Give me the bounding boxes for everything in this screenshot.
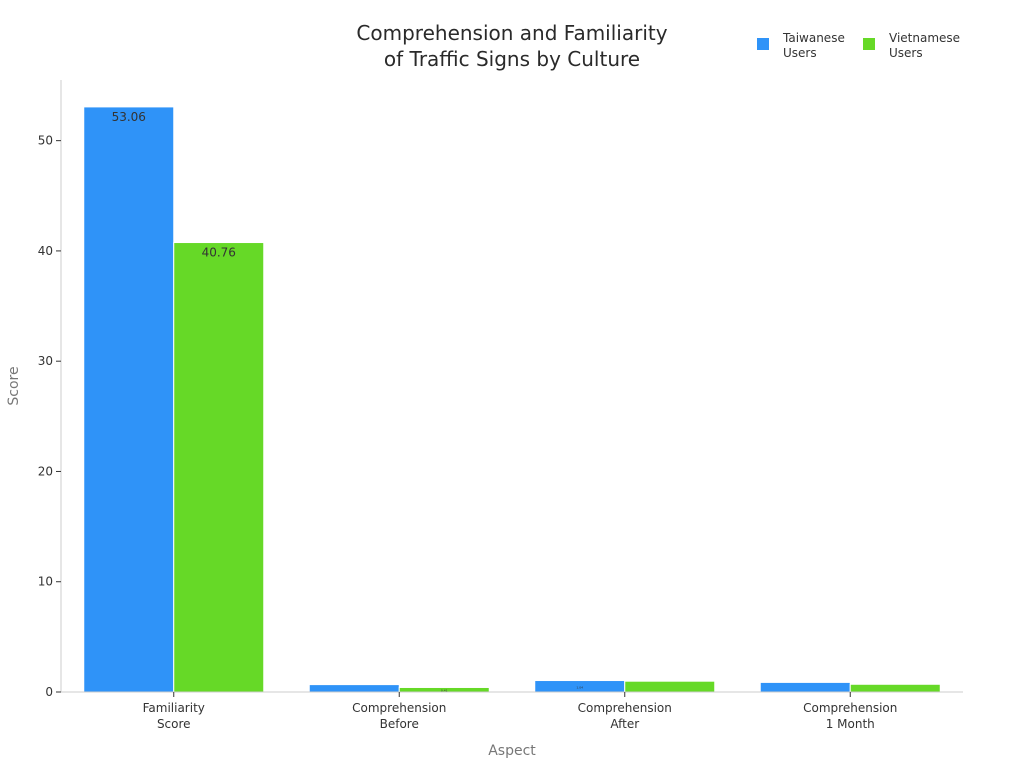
bar-value-label-1-1: 53.06 <box>112 110 146 124</box>
x-tick-label-4: Comprehension 1 Month <box>803 701 897 731</box>
y-tick-label-3: 20 <box>38 464 53 478</box>
legend-label-1-line-1: Taiwanese <box>782 31 845 45</box>
x-tick-label-3-line-2: After <box>610 717 639 731</box>
y-tick-label-6: 50 <box>38 134 53 148</box>
x-tick-label-1-line-2: Score <box>157 717 191 731</box>
y-tick-label-4: 30 <box>38 354 53 368</box>
legend-item-1: Taiwanese Users <box>757 31 845 60</box>
legend-label-1: Taiwanese Users <box>782 31 845 60</box>
bar-1-1 <box>83 106 175 693</box>
x-tick-label-4-line-2: 1 Month <box>826 717 875 731</box>
bar-value-label-1-3: 1.04 <box>576 685 583 689</box>
legend-label-2: Vietnamese Users <box>889 31 960 60</box>
legend-swatch-1 <box>757 38 769 50</box>
bar-1-4 <box>759 681 851 693</box>
bar-2-4 <box>849 683 941 693</box>
x-tick-label-2-line-2: Before <box>380 717 419 731</box>
legend-label-2-line-1: Vietnamese <box>889 31 960 45</box>
bar-1-2 <box>308 684 400 693</box>
bar-2-1 <box>173 242 265 693</box>
legend-swatch-2 <box>863 38 875 50</box>
x-tick-label-2-line-1: Comprehension <box>352 701 446 715</box>
legend-label-2-line-2: Users <box>889 46 923 60</box>
axes: 0 10 20 30 40 50 Familiarity Score Comprehension… <box>38 80 963 731</box>
chart-title-line-1: Comprehension and Familiarity <box>356 21 667 45</box>
y-tick-label-5: 40 <box>38 244 53 258</box>
y-tick-label-1: 0 <box>45 685 53 699</box>
chart-title: Comprehension and Familiarity of Traffic … <box>356 21 667 71</box>
chart-title-line-2: of Traffic Signs by Culture <box>384 47 640 71</box>
x-tick-label-3-line-1: Comprehension <box>578 701 672 715</box>
x-tick-label-2: Comprehension Before <box>352 701 446 731</box>
chart-title-text: Comprehension and Familiarity of Traffic … <box>356 21 667 71</box>
plot-area: 53.06 40.76 0.41 1.04 <box>83 106 941 693</box>
x-tick-label-3: Comprehension After <box>578 701 672 731</box>
y-tick-label-2: 10 <box>38 575 53 589</box>
x-tick-label-1: Familiarity Score <box>143 701 205 731</box>
y-axis-label: Score <box>6 366 22 405</box>
x-tick-label-4-line-1: Comprehension <box>803 701 897 715</box>
legend-label-1-line-2: Users <box>783 46 817 60</box>
bar-value-label-2-1: 40.76 <box>202 246 236 260</box>
bar-value-label-2-2: 0.41 <box>441 689 448 693</box>
x-tick-label-1-line-1: Familiarity <box>143 701 205 715</box>
x-axis-label: Aspect <box>488 743 536 759</box>
bar-2-3 <box>624 680 716 693</box>
legend-item-2: Vietnamese Users <box>863 31 960 60</box>
